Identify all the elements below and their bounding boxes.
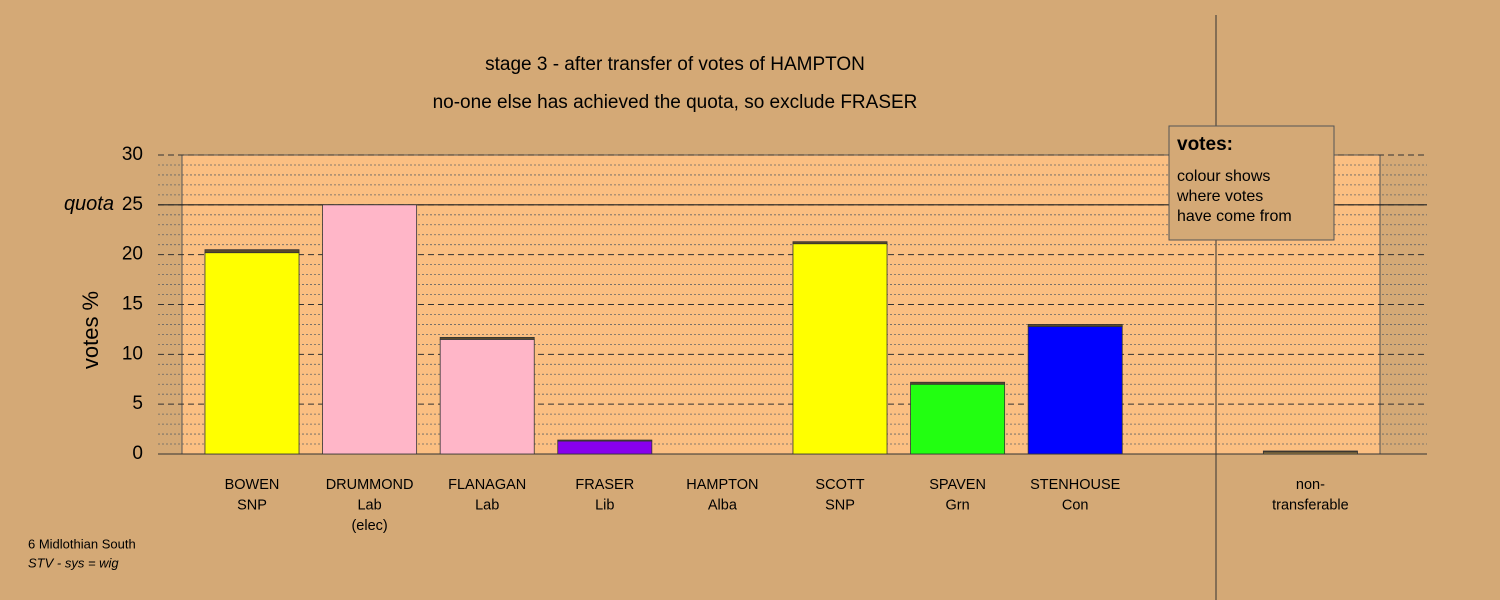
bar — [1027, 326, 1123, 455]
y-tick-label: 15 — [122, 294, 143, 315]
bar — [557, 440, 653, 455]
bar — [1027, 324, 1123, 327]
x-tick-label: (elec) — [351, 518, 387, 534]
x-tick-label: Lab — [357, 497, 381, 513]
x-tick-label: SNP — [237, 497, 267, 513]
x-tick-label: Lib — [595, 497, 614, 513]
bar — [1262, 450, 1358, 453]
quota-label: quota — [64, 193, 114, 215]
bar — [204, 252, 300, 455]
y-tick-label: 25 — [122, 194, 143, 215]
marks: 0 5 10 15 20 25 30 quota BOWEN SNP DRUMMOND Lab (ele… — [64, 144, 1427, 534]
x-tick-label: transferable — [1272, 497, 1349, 513]
chart-subtitle: no-one else has achieved the quota, so e… — [433, 92, 918, 113]
x-tick-label: FLANAGAN — [448, 477, 526, 493]
bar — [792, 241, 888, 245]
y-tick-label: 10 — [122, 343, 143, 364]
x-tick-label: HAMPTON — [686, 477, 758, 493]
bar — [439, 336, 535, 340]
x-tick-label: Grn — [946, 497, 970, 513]
bar — [910, 383, 1006, 455]
y-tick-label: 20 — [122, 244, 143, 265]
y-tick-label: 30 — [122, 144, 143, 165]
x-tick-label: DRUMMOND — [326, 477, 414, 493]
x-tick-label: SNP — [825, 497, 855, 513]
x-tick-label: non- — [1296, 477, 1325, 493]
bar — [792, 243, 888, 455]
legend-text: have come from — [1177, 208, 1292, 225]
y-axis-label: votes % — [78, 291, 103, 369]
bar — [439, 338, 535, 455]
x-tick-label: BOWEN — [225, 477, 280, 493]
y-tick-label: 0 — [132, 443, 143, 464]
footer: 6 Midlothian South — [28, 536, 136, 551]
bar — [910, 381, 1006, 385]
legend-text: colour shows — [1177, 168, 1270, 185]
footer: STV - sys = wig — [28, 555, 119, 570]
bar — [557, 439, 653, 442]
chart-title: stage 3 - after transfer of votes of HAM… — [485, 54, 865, 75]
legend-text: where votes — [1176, 188, 1263, 205]
x-tick-label: Con — [1062, 497, 1089, 513]
y-tick-label: 5 — [132, 393, 143, 414]
legend-title: votes: — [1177, 134, 1233, 155]
x-tick-label: STENHOUSE — [1030, 477, 1121, 493]
x-tick-label: SCOTT — [815, 477, 864, 493]
x-tick-label: SPAVEN — [929, 477, 986, 493]
x-tick-label: FRASER — [575, 477, 634, 493]
x-tick-label: Alba — [708, 497, 738, 513]
bar — [322, 204, 418, 455]
legend-box — [1168, 125, 1335, 241]
x-tick-label: Lab — [475, 497, 499, 513]
bar — [204, 249, 300, 254]
